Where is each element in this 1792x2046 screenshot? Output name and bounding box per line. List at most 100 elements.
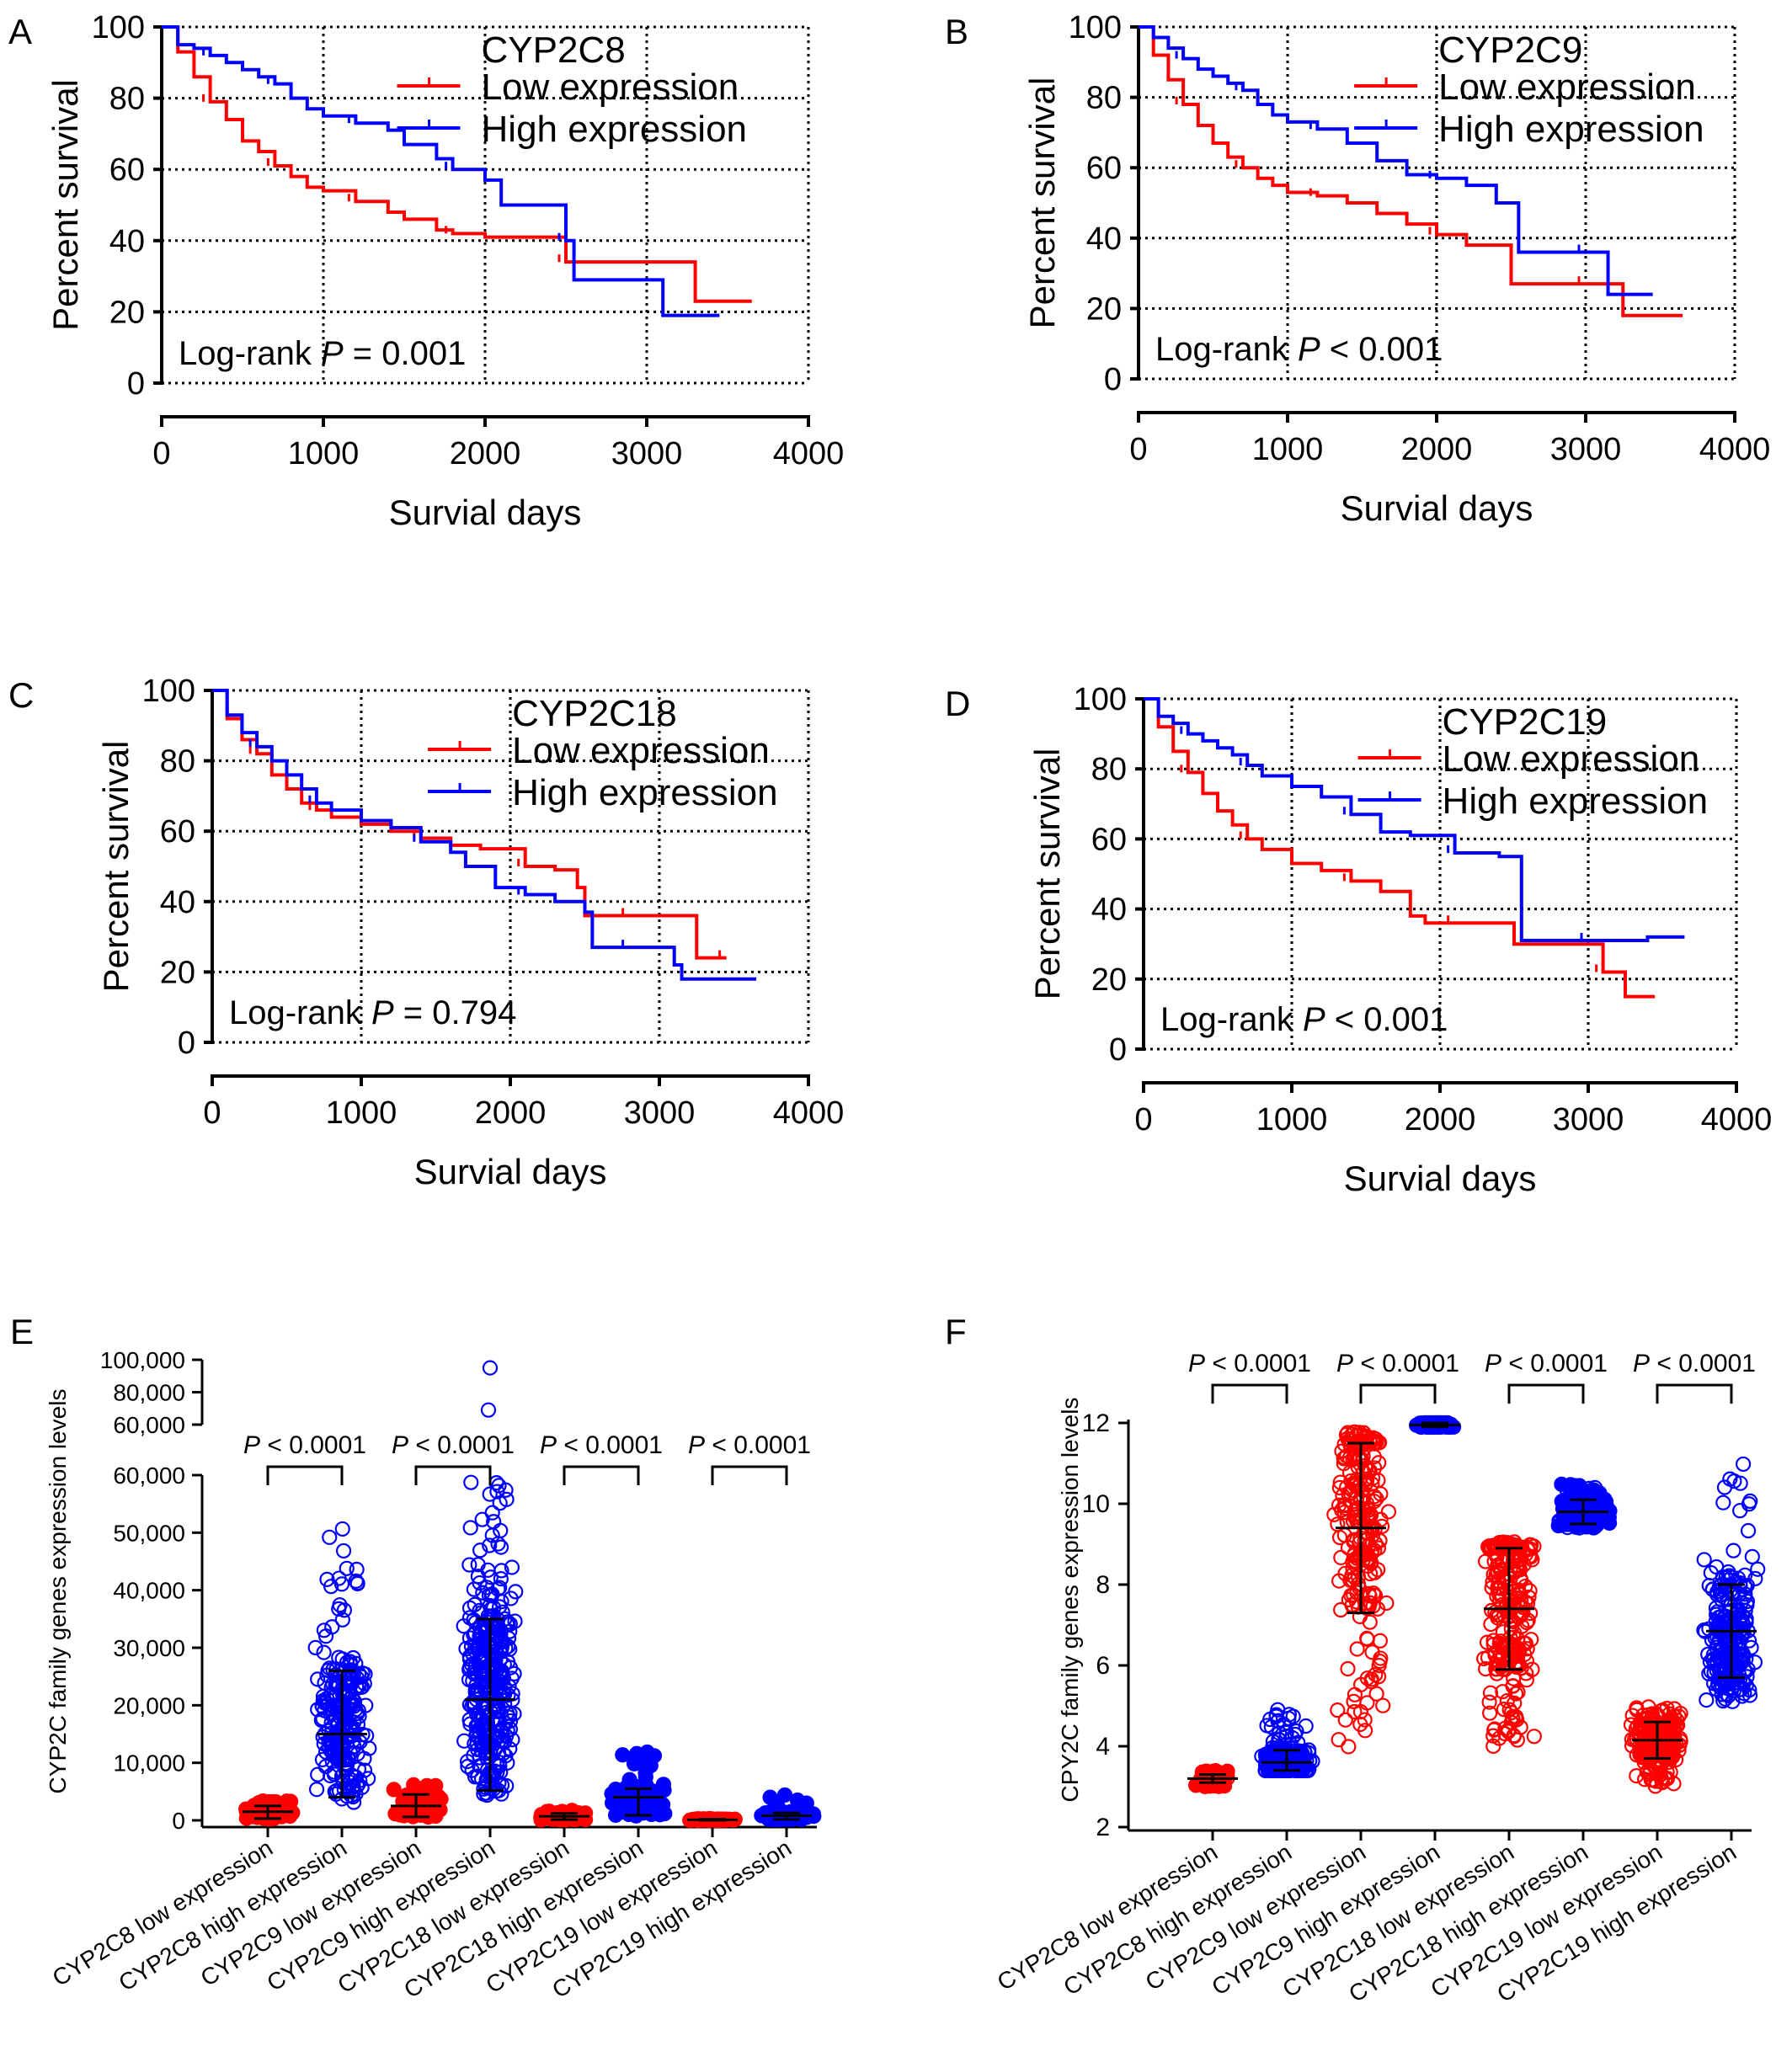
data-point xyxy=(1744,1548,1760,1565)
data-point xyxy=(1331,1529,1348,1546)
y-tick-label: 20 xyxy=(109,295,145,330)
data-point xyxy=(1372,1654,1388,1670)
data-point xyxy=(1654,1775,1671,1791)
data-point xyxy=(386,1782,402,1798)
data-point xyxy=(1326,1506,1342,1522)
data-point xyxy=(1702,1654,1718,1670)
data-point xyxy=(1337,1500,1353,1516)
km-line-high xyxy=(1139,25,1653,296)
data-point xyxy=(495,1670,512,1686)
legend-label: High expression xyxy=(512,772,778,813)
y-tick-label: 40 xyxy=(109,224,145,259)
y-tick-label: 0 xyxy=(1109,1032,1127,1068)
comparison-bracket xyxy=(1656,1383,1733,1404)
data-point xyxy=(489,1484,505,1500)
data-point xyxy=(1509,1732,1525,1748)
comparison-value: < 0.0001 xyxy=(1353,1350,1459,1377)
data-point xyxy=(1709,1604,1725,1620)
panel-letter: D xyxy=(945,684,970,723)
data-point xyxy=(474,1712,490,1728)
x-tick-label: 1000 xyxy=(288,436,360,472)
data-point xyxy=(1344,1426,1360,1442)
comparison-bracket xyxy=(266,1465,344,1485)
logrank-p: P xyxy=(1298,331,1320,368)
comparison-bracket xyxy=(711,1465,788,1485)
y-tick-label: 20 xyxy=(160,955,195,990)
y-tick-label: 100 xyxy=(92,10,145,45)
logrank-label: Log-rank P = 0.794 xyxy=(229,994,516,1031)
y-tick-label: 60 xyxy=(160,814,195,850)
y-axis-label: CPY2C family genes expression levels xyxy=(1057,1398,1083,1803)
panel-letter: A xyxy=(8,12,32,51)
data-point xyxy=(1597,1495,1613,1511)
logrank-p: P xyxy=(321,335,344,372)
data-point xyxy=(1523,1632,1539,1648)
x-axis-label: Survial days xyxy=(414,1152,607,1191)
data-point xyxy=(461,1610,478,1626)
data-point xyxy=(481,1587,498,1603)
data-point xyxy=(1706,1676,1722,1692)
y-tick-label: 40,000 xyxy=(113,1578,185,1604)
data-point xyxy=(470,1769,486,1785)
data-point xyxy=(1739,1597,1755,1613)
y-tick-label: 12 xyxy=(1082,1409,1110,1437)
data-point xyxy=(1722,1471,1738,1487)
data-point xyxy=(483,1644,499,1660)
km-line-high xyxy=(162,25,720,317)
data-point xyxy=(1357,1712,1373,1728)
data-point xyxy=(360,1771,376,1787)
data-point xyxy=(1639,1764,1655,1780)
data-point xyxy=(1671,1742,1687,1759)
legend-label: High expression xyxy=(482,109,748,150)
data-point xyxy=(1522,1583,1538,1599)
data-point xyxy=(349,1705,365,1722)
data-point xyxy=(482,1486,498,1502)
logrank-value: < 0.001 xyxy=(1325,1001,1448,1038)
y-tick-label: 20 xyxy=(1086,291,1122,327)
data-point xyxy=(1640,1734,1656,1750)
data-point xyxy=(310,1766,326,1782)
data-point xyxy=(334,1612,350,1628)
data-point xyxy=(480,1562,496,1578)
comparison-p: P xyxy=(1188,1350,1205,1377)
data-point xyxy=(502,1705,518,1721)
x-tick-label: 4000 xyxy=(773,436,845,472)
comparison-bracket xyxy=(1507,1383,1585,1404)
data-point xyxy=(238,1810,254,1826)
comparison-p: P xyxy=(1633,1350,1650,1377)
data-point xyxy=(493,1522,509,1538)
data-point xyxy=(493,1539,509,1555)
y-tick-label: 60 xyxy=(1086,151,1122,186)
data-point xyxy=(1349,1472,1365,1488)
data-point xyxy=(1741,1687,1758,1703)
x-tick-label: 1000 xyxy=(326,1095,397,1131)
data-point xyxy=(1506,1670,1522,1686)
data-point xyxy=(338,1762,354,1778)
data-point xyxy=(465,1673,481,1689)
data-point xyxy=(313,1712,329,1728)
data-point xyxy=(1341,1591,1357,1608)
comparison-label: P < 0.0001 xyxy=(688,1431,811,1459)
data-point xyxy=(1648,1706,1665,1722)
data-point xyxy=(468,1728,484,1744)
y-tick-label: 0 xyxy=(127,366,145,402)
data-point xyxy=(1347,1703,1363,1720)
data-point xyxy=(1725,1621,1741,1637)
data-point xyxy=(1737,1579,1753,1595)
logrank-value: = 0.001 xyxy=(344,335,467,372)
data-point xyxy=(1506,1637,1522,1653)
data-point xyxy=(1736,1456,1752,1473)
comparison-label: P < 0.0001 xyxy=(243,1431,366,1459)
logrank-label: Log-rank P < 0.001 xyxy=(1160,1001,1448,1038)
data-point xyxy=(1629,1700,1645,1716)
logrank-label: Log-rank P = 0.001 xyxy=(179,335,466,372)
data-point xyxy=(1337,1712,1353,1728)
x-tick-label: 0 xyxy=(203,1095,221,1131)
data-point xyxy=(1333,1601,1349,1618)
data-point xyxy=(336,1602,353,1618)
y-tick-label: 60,000 xyxy=(113,1412,185,1438)
x-tick-label: 3000 xyxy=(624,1095,696,1131)
x-tick-label: 0 xyxy=(1134,1102,1152,1138)
x-tick-label: 0 xyxy=(152,436,170,472)
logrank-value: = 0.794 xyxy=(394,994,517,1031)
